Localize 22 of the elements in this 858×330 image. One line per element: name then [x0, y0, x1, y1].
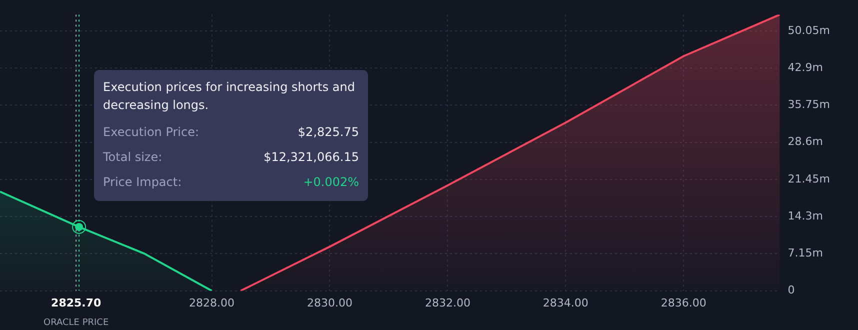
x-tick-label: 2832.00 — [424, 296, 470, 310]
ref-line-label: ORACLE PRICE — [44, 318, 109, 328]
y-tick-label: 7.15m — [788, 246, 824, 260]
y-tick-label: 14.3m — [788, 209, 824, 222]
x-tick-label: 2825.70 — [51, 296, 102, 310]
annotation: +0.002% — [303, 174, 359, 191]
x-tick-label: 2828.00 — [189, 296, 235, 310]
x-tick-label: 2830.00 — [306, 296, 352, 310]
annotation: Price Impact: — [103, 174, 182, 191]
x-tick-label: 2836.00 — [660, 296, 706, 310]
y-tick-label: 0 — [788, 284, 795, 297]
x-tick-label: 2834.00 — [542, 296, 588, 310]
y-tick-label: 50.05m — [788, 24, 830, 37]
annotation: $2,825.75 — [298, 124, 359, 141]
y-tick-label: 28.6m — [788, 135, 824, 148]
y-tick-label: 21.45m — [788, 172, 830, 186]
annotation: Execution prices for increasing shorts and decreasing longs. — [103, 79, 356, 114]
annotation: Total size: — [103, 149, 162, 166]
annotation: $12,321,066.15 — [264, 149, 359, 166]
y-tick-label: 42.9m — [788, 60, 824, 74]
annotation: Execution Price: — [103, 124, 200, 141]
y-tick-label: 35.75m — [788, 98, 830, 112]
